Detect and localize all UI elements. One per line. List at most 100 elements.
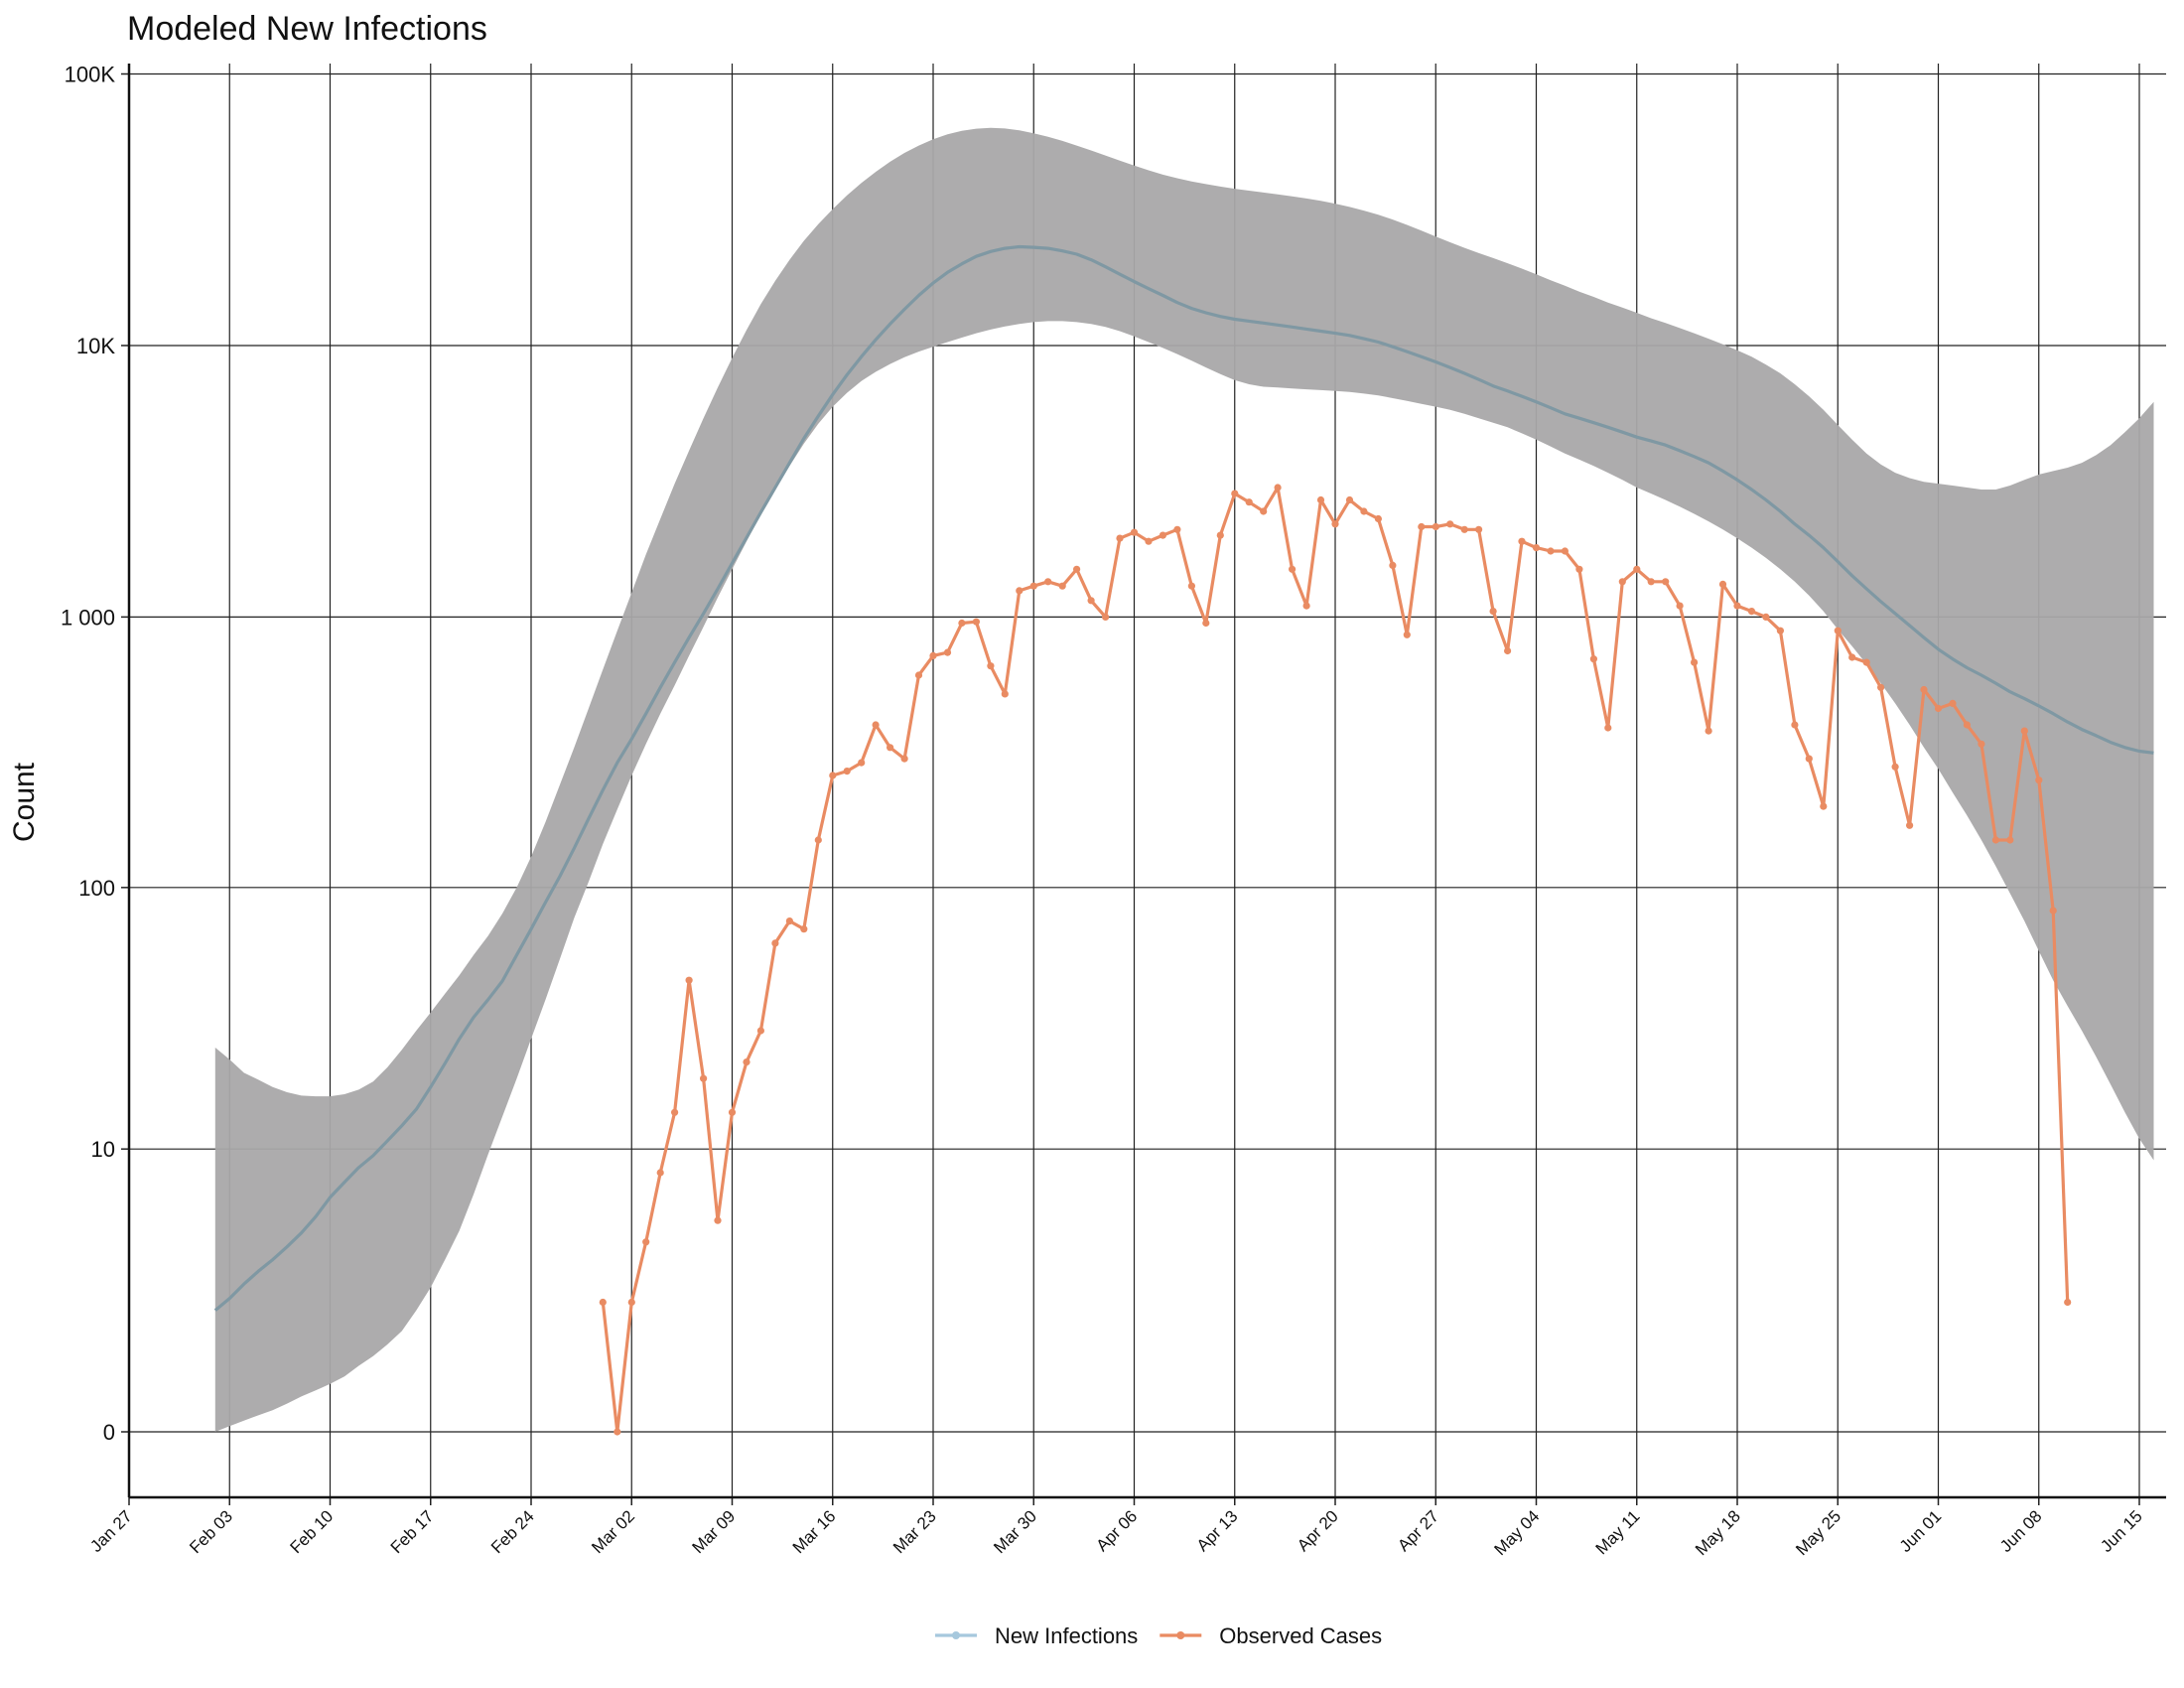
observed-cases-point [1561,547,1569,555]
y-tick-label: 1 000 [61,605,115,630]
observed-cases-point [1589,655,1597,663]
observed-cases-point [671,1108,679,1116]
x-tick-label: Jun 15 [2097,1506,2146,1556]
legend-marker-new-infections [952,1631,960,1639]
observed-cases-point [2006,836,2014,844]
legend-label-new-infections: New Infections [995,1623,1138,1648]
observed-cases-point [614,1428,621,1436]
observed-cases-point [1403,631,1411,638]
observed-cases-point [1618,578,1626,586]
observed-cases-point [1747,608,1756,616]
observed-cases-point [1446,520,1454,528]
lines-layer [213,244,2154,1436]
observed-cases-point [1647,578,1655,586]
observed-cases-point [785,917,794,925]
x-tick-label: Mar 30 [990,1506,1040,1557]
observed-cases-point [1920,685,1928,694]
observed-cases-point [1374,514,1382,523]
observed-cases-point [1978,740,1985,748]
band-layer [214,127,2154,1432]
y-axis-title: Count [8,762,41,842]
legend: New Infections Observed Cases [935,1623,1382,1648]
observed-cases-point [756,1027,765,1035]
observed-cases-point [1260,507,1268,515]
observed-cases-point [872,721,880,729]
observed-cases-point [943,648,952,656]
observed-cases-point [1575,565,1583,573]
y-tick-label: 100K [65,62,116,86]
x-tick-label: Feb 17 [387,1506,438,1557]
observed-cases-point [1547,547,1555,555]
observed-cases-point [1460,525,1468,533]
observed-cases-point [1029,582,1037,590]
x-tick-label: May 04 [1490,1506,1543,1559]
legend-marker-observed-cases [1176,1631,1185,1639]
observed-cases-point [1834,627,1842,634]
y-tick-label: 10 [91,1137,115,1162]
observed-cases-point [1963,721,1971,729]
interval-band [214,127,2154,1432]
observed-cases-point [1504,646,1512,655]
observed-cases-point [1432,522,1439,531]
observed-cases-point [1360,507,1368,515]
observed-cases-point [1718,580,1727,589]
observed-cases-point [1820,802,1828,810]
observed-cases-point [2049,907,2057,914]
x-tick-label: Apr 27 [1394,1506,1442,1555]
observed-cases-point [929,651,937,660]
observed-cases-point [2020,727,2028,735]
observed-cases-point [1418,522,1426,531]
observed-cases-point [1676,602,1684,610]
observed-cases-point [1475,525,1483,533]
observed-cases-point [1016,587,1024,595]
observed-cases-point [1604,724,1612,732]
observed-cases-point [743,1058,751,1066]
y-tick-label: 0 [103,1420,115,1445]
observed-cases-point [1102,613,1110,622]
observed-cases-point [1691,658,1699,666]
observed-cases-point [800,925,808,933]
new-infections-line [213,244,2154,1312]
observed-cases-point [1001,690,1009,698]
observed-cases-point [1302,602,1310,610]
observed-cases-point [987,662,995,670]
observed-cases-point [914,671,923,679]
observed-cases-point [1087,597,1095,605]
observed-cases-point [1316,495,1325,504]
observed-cases-point [1805,755,1813,763]
observed-cases-point [2035,776,2043,784]
observed-cases-point [1705,727,1712,735]
observed-cases-point [958,619,966,628]
observed-cases-point [829,772,837,779]
chart-title: Modeled New Infections [127,10,487,48]
observed-cases-point [1949,699,1957,708]
observed-cases-point [858,759,866,767]
x-tick-label: Feb 10 [286,1506,337,1557]
y-tick-label: 10K [76,334,115,358]
observed-cases-point [1173,525,1181,533]
observed-cases-point [972,618,981,626]
x-tick-label: Apr 06 [1092,1506,1141,1555]
y-tick-label: 100 [78,876,115,901]
observed-cases-point [771,939,779,947]
observed-cases-point [1991,836,1999,844]
observed-cases-point [1116,534,1124,542]
observed-cases-point [1906,821,1914,829]
observed-cases-point [1891,763,1899,771]
x-tick-label: Feb 03 [186,1506,236,1557]
x-tick-label: Mar 23 [889,1506,940,1557]
x-tick-label: Mar 02 [588,1506,638,1557]
x-tick-label: Jan 27 [86,1506,136,1556]
x-tick-label: Jun 01 [1896,1506,1946,1556]
observed-cases-point [1202,619,1210,628]
x-tick-label: May 11 [1592,1506,1644,1558]
observed-cases-point [1245,498,1253,506]
observed-cases-point [728,1108,737,1116]
observed-cases-point [1159,531,1166,539]
observed-cases-point [1877,683,1885,691]
x-tick-label: Apr 13 [1193,1506,1242,1555]
observed-cases-point [1058,582,1066,590]
x-tick-label: Apr 20 [1294,1506,1342,1555]
observed-cases-point [1345,495,1354,504]
